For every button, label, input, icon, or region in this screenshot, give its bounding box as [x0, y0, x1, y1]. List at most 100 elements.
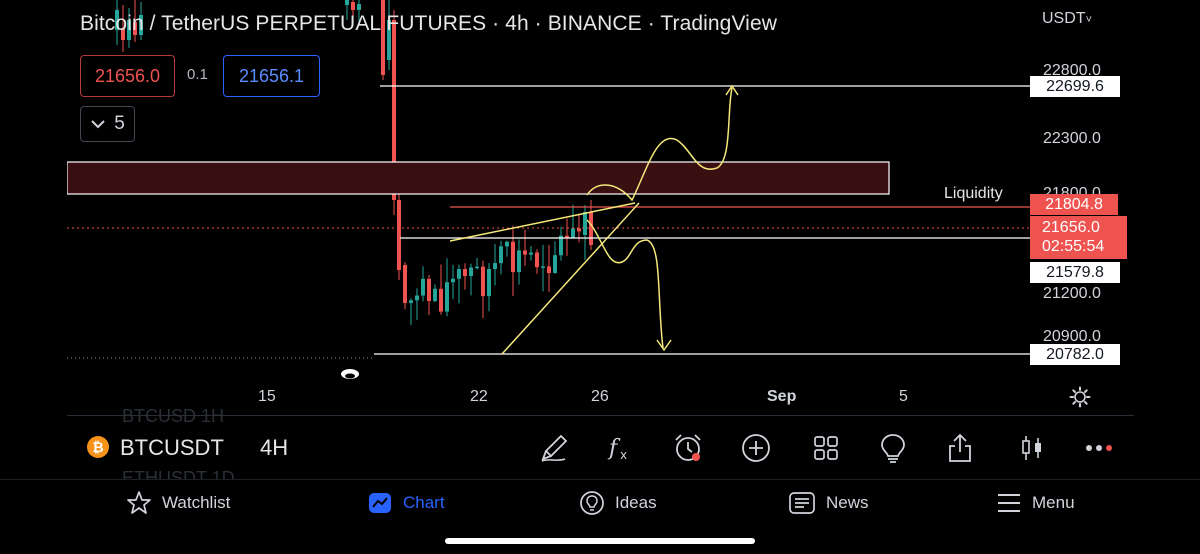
- candle-body: [387, 20, 391, 60]
- chart-icon: [369, 493, 391, 513]
- candle-body: [139, 15, 143, 35]
- grid-icon[interactable]: [808, 430, 844, 466]
- bullish-arrowhead: [725, 84, 739, 96]
- chevron-down-icon: [91, 120, 105, 129]
- candle-body: [523, 250, 527, 255]
- candle-body: [133, 22, 137, 35]
- indicators-count: 5: [114, 113, 125, 134]
- candle-body: [565, 235, 569, 238]
- time-tick: Sep: [767, 388, 797, 405]
- candle-body: [115, 10, 119, 30]
- indicators-toggle-button[interactable]: 5: [80, 106, 135, 142]
- time-tick: 22: [470, 388, 488, 405]
- tab-news[interactable]: News: [788, 490, 869, 516]
- candle-body: [403, 265, 407, 304]
- bitcoin-icon: ₿: [87, 436, 109, 458]
- candle-body: [415, 295, 419, 301]
- bullish-path: [586, 87, 733, 202]
- wedge-lower: [501, 202, 640, 355]
- current-price-value: 21656.0: [1042, 219, 1100, 236]
- candle-body: [121, 28, 125, 40]
- price-label-red-line: 21804.8: [1030, 194, 1118, 215]
- wedge-upper: [449, 202, 636, 242]
- buy-price-button[interactable]: 21656.1: [223, 55, 320, 97]
- star-icon: [127, 491, 151, 514]
- tab-label: Ideas: [615, 493, 657, 512]
- share-icon[interactable]: [942, 430, 978, 466]
- candle-body: [392, 20, 396, 200]
- candle-body: [469, 267, 473, 277]
- more-icon[interactable]: [1081, 430, 1117, 466]
- svg-text:x: x: [620, 448, 627, 462]
- tab-ideas[interactable]: Ideas: [579, 490, 657, 516]
- candle-body: [493, 263, 497, 269]
- candle-body: [481, 266, 485, 297]
- price-label-top-line: 22699.6: [1030, 76, 1120, 97]
- candle-body: [451, 278, 455, 283]
- bearish-path: [586, 219, 664, 349]
- candle-body: [577, 228, 581, 232]
- candles-icon[interactable]: [1014, 430, 1050, 466]
- bulb-icon: [580, 491, 604, 515]
- tab-watchlist[interactable]: Watchlist: [126, 490, 230, 516]
- price-chart[interactable]: [67, 0, 1134, 415]
- chart-title: Bitcoin / TetherUS PERPETUAL FUTURES · 4…: [80, 12, 777, 35]
- price-label-bottom-line: 20782.0: [1030, 344, 1120, 365]
- bearish-arrowhead: [656, 339, 672, 352]
- tab-label: Menu: [1032, 493, 1075, 512]
- price-label-mid-line: 21579.8: [1030, 262, 1120, 283]
- tab-label: Chart: [403, 493, 445, 512]
- candle-body: [487, 268, 491, 297]
- candle-body: [421, 278, 425, 296]
- candle-body: [547, 266, 551, 274]
- time-tick: 5: [899, 388, 908, 405]
- candle-body: [427, 278, 431, 302]
- spread-value: 0.1: [187, 66, 208, 83]
- candle-body: [517, 250, 521, 273]
- gear-icon[interactable]: [1069, 386, 1091, 408]
- candle-body: [457, 269, 461, 279]
- price-tick: 20900.0: [1043, 328, 1101, 345]
- price-tick: 21200.0: [1043, 285, 1101, 302]
- symbol-selector[interactable]: BTCUSDT: [120, 435, 224, 460]
- candles-group: [115, 0, 593, 326]
- candle-body: [571, 228, 575, 238]
- candle-body: [127, 20, 131, 40]
- candle-body: [541, 266, 545, 268]
- candle-body: [409, 300, 413, 304]
- menu-icon: [998, 494, 1020, 512]
- tab-chart[interactable]: Chart: [367, 490, 445, 516]
- candle-body: [351, 2, 355, 10]
- alarm-icon[interactable]: [670, 430, 706, 466]
- current-price-label: 21656.0 02:55:54: [1030, 216, 1127, 259]
- ghost-watchlist-row: BTCUSD 1H: [122, 406, 225, 426]
- candle-body: [529, 252, 533, 255]
- sell-price-button[interactable]: 21656.0: [80, 55, 175, 97]
- svg-text:f: f: [607, 436, 621, 461]
- chart-canvas[interactable]: [67, 0, 1134, 415]
- candle-body: [357, 4, 361, 10]
- price-tick: 22800.0: [1043, 62, 1101, 79]
- candle-body: [381, 0, 385, 75]
- currency-selector[interactable]: USDT˅: [1042, 10, 1092, 27]
- news-icon: [789, 492, 815, 514]
- chevron-down-icon: ˅: [1085, 14, 1092, 26]
- candle-body: [397, 200, 401, 270]
- candle-body: [439, 288, 443, 312]
- tab-label: Watchlist: [162, 493, 231, 512]
- candle-body: [475, 266, 479, 269]
- candle-body: [553, 255, 557, 274]
- brush-icon[interactable]: [536, 430, 572, 466]
- liquidity-label: Liquidity: [944, 185, 1003, 202]
- home-indicator: [445, 538, 755, 544]
- price-tick: 22300.0: [1043, 130, 1101, 147]
- plus-circle-icon[interactable]: [738, 430, 774, 466]
- interval-selector[interactable]: 4H: [260, 435, 289, 460]
- event-marker-icon: [341, 369, 359, 379]
- tab-menu[interactable]: Menu: [996, 490, 1075, 516]
- candle-body: [511, 241, 515, 273]
- candle-countdown: 02:55:54: [1042, 238, 1105, 255]
- lightbulb-icon[interactable]: [875, 430, 911, 466]
